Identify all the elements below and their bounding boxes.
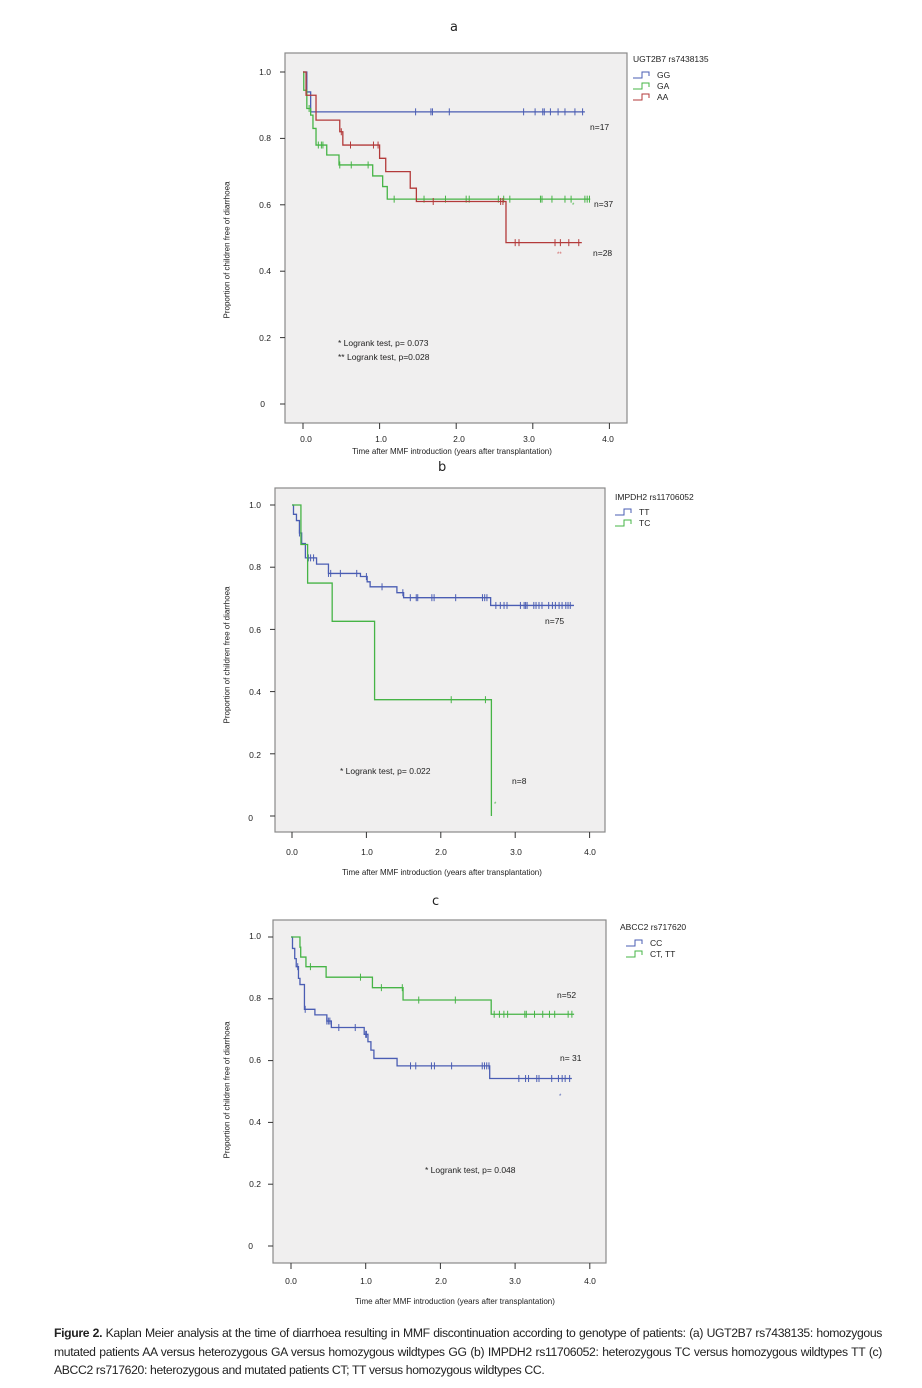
panel-c-ytick: 0 [248,1241,253,1251]
figure-caption: Figure 2. Kaplan Meier analysis at the t… [54,1324,882,1380]
panel-c-ytick: 0.8 [249,993,261,1003]
panel-a-ytick: 0.8 [259,133,271,143]
panel-a-legend: UGT2B7 rs7438135 GG GA AA [633,54,709,102]
panel-a-xtick: 0.0 [300,434,312,444]
legend-label: GA [657,80,670,91]
panel-c-annotation: * Logrank test, p= 0.048 [425,1165,516,1175]
legend-label: AA [657,91,669,102]
legend-line-icon [633,71,650,79]
panel-b-plot-area [274,487,606,833]
panel-a-ytick: 0.2 [259,333,271,343]
caption-label: Figure 2. [54,1326,103,1340]
panel-b-xtick: 2.0 [435,847,447,857]
legend-title: UGT2B7 rs7438135 [633,54,709,64]
legend-title: ABCC2 rs717620 [620,922,687,932]
panel-b-ytick: 1.0 [249,500,261,510]
panel-a-ytick: 0.4 [259,266,271,276]
panel-a-marker: * [572,203,575,209]
panel-a-ytick: 0.6 [259,200,271,210]
panel-b-title: b [438,460,447,475]
panel-b-ytick: 0.2 [249,750,261,760]
panel-a-annotation: ** Logrank test, p=0.028 [338,352,430,362]
panel-a-xtick: 1.0 [375,434,387,444]
panel-b-xtick: 3.0 [510,847,522,857]
panel-a-marker: ** [557,252,562,258]
panel-a-title: a [450,20,458,35]
panel-a-xtick: 4.0 [602,434,614,444]
panel-c-plot-area [272,919,607,1264]
panel-a-series-aa-curve [303,71,582,244]
panel-c-xlabel: Time after MMF introduction (years after… [355,1297,555,1306]
panel-a-xtick: 2.0 [453,434,465,444]
panel-a-ylabel: Proportion of children free of diarrhoea [222,181,232,319]
panel-a-n-label: n=28 [593,248,613,258]
panel-b-xtick: 0.0 [286,847,298,857]
panel-c-n-label: n= 31 [560,1053,582,1063]
panel-b-n-label: n=8 [512,776,527,786]
panel-c-xtick: 0.0 [285,1276,297,1286]
panel-b-legend: IMPDH2 rs11706052 TT TC [615,492,694,528]
caption-text: Kaplan Meier analysis at the time of dia… [54,1326,882,1377]
legend-label: TC [639,517,651,528]
panel-b-ytick: 0 [248,813,253,823]
legend-label: CT, TT [650,948,676,959]
panel-c-xtick: 4.0 [584,1276,596,1286]
panel-c-xtick: 3.0 [509,1276,521,1286]
panel-c-ytick: 0.6 [249,1055,261,1065]
panel-b-ytick: 0.6 [249,625,261,635]
panel-a-ytick: 0 [260,399,265,409]
panel-c-xtick: 1.0 [360,1276,372,1286]
panel-a-xlabel: Time after MMF introduction (years after… [352,447,552,456]
legend-title: IMPDH2 rs11706052 [615,492,694,502]
panel-c-title: c [432,894,440,909]
panel-b-ytick: 0.4 [249,687,261,697]
panel-a-ytick: 1.0 [259,67,271,77]
panel-b-series-tt-curve [292,504,574,607]
panel-c-ytick: 0.2 [249,1179,261,1189]
legend-label: GG [657,69,671,80]
panel-b-marker: * [494,802,497,808]
panel-b-xtick: 4.0 [584,847,596,857]
panel-a-xtick: 3.0 [523,434,535,444]
panel-b-ylabel: Proportion of children free of diarrhoea [222,586,232,724]
panel-a-annotation: * Logrank test, p= 0.073 [338,338,429,348]
panel-b-n-label: n=75 [545,616,565,626]
legend-line-icon [633,93,650,101]
legend-label: TT [639,506,650,517]
panel-c-marker: * [559,1094,562,1100]
panel-b-annotation: * Logrank test, p= 0.022 [340,766,431,776]
legend-line-icon [633,82,650,90]
panel-c-ylabel: Proportion of children free of diarrhoea [222,1021,232,1159]
panel-c-series-cttt-curve [291,936,575,1015]
panel-b-ytick: 0.8 [249,562,261,572]
legend-line-icon [626,950,643,958]
panel-c-xtick: 2.0 [435,1276,447,1286]
panel-a-plot-area [284,52,628,424]
panel-c-legend: ABCC2 rs717620 CC CT, TT [620,922,686,959]
panel-c-n-label: n=52 [557,990,577,1000]
panel-b-series-tc-curve [292,504,493,816]
panel-b-xlabel: Time after MMF introduction (years after… [342,868,542,877]
legend-line-icon [626,939,643,947]
panel-a-n-label: n=37 [594,199,614,209]
legend-label: CC [650,937,663,948]
panel-b-xtick: 1.0 [361,847,373,857]
panel-c-ytick: 0.4 [249,1117,261,1127]
legend-line-icon [615,508,632,516]
panel-c-ytick: 1.0 [249,931,261,941]
legend-line-icon [615,519,632,527]
panel-a-n-label: n=17 [590,122,610,132]
